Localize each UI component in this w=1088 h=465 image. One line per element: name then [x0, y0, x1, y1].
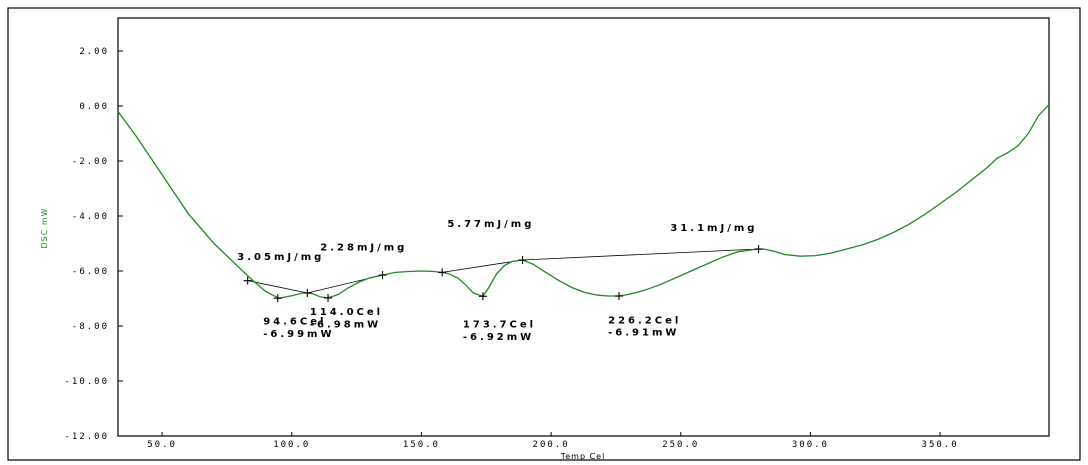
- y-tick-label: -4.00: [72, 212, 109, 222]
- y-tick-label: -10.00: [64, 377, 109, 387]
- peak-annotation: 94.6Cel: [263, 317, 326, 328]
- baseline-segment: [247, 280, 308, 294]
- baseline-segment: [522, 248, 759, 261]
- outer-frame: [7, 7, 1081, 461]
- y-axis-title: DSC mW: [40, 207, 49, 248]
- y-axis-ticks: 2.00 0.00 -2.00 -4.00 -6.00 -8.00 -10.00 -12.00: [64, 47, 123, 442]
- peak-annotation: 226.2Cel: [608, 315, 681, 326]
- peak-marker: [438, 268, 447, 277]
- peak-annotations: 3.05mJ/mg2.28mJ/mg 5.77mJ/mg 31.1mJ/mg 94.6…: [237, 219, 757, 343]
- x-axis-ticks: 50.0 100.0 150.0 200.0 250.0 300.0 350.0: [147, 432, 959, 450]
- peak-marker: [518, 256, 527, 264]
- peak-annotation: 173.7Cel: [463, 319, 536, 330]
- peak-marker: [243, 276, 252, 285]
- dsc-curve: [117, 104, 1050, 299]
- x-tick-label: 300.0: [792, 440, 829, 450]
- peak-marker: [754, 245, 763, 253]
- x-tick-label: 150.0: [403, 440, 440, 450]
- peak-annotation: 2.28mJ/mg: [320, 242, 407, 253]
- y-tick-label: 0.00: [79, 102, 109, 112]
- peak-annotation: -6.98mW: [310, 319, 381, 330]
- peak-annotation: 31.1mJ/mg: [670, 223, 757, 234]
- peak-annotation: -6.91mW: [608, 328, 679, 339]
- peak-marker: [324, 293, 333, 302]
- peak-marker: [378, 271, 387, 280]
- baseline-segment: [442, 259, 523, 273]
- x-tick-label: 350.0: [922, 440, 959, 450]
- peak-annotation: -6.99mW: [263, 329, 334, 340]
- y-tick-label: -8.00: [72, 322, 109, 332]
- peak-marker: [615, 292, 624, 301]
- y-tick-label: 2.00: [79, 47, 109, 57]
- x-tick-label: 200.0: [533, 440, 570, 450]
- y-tick-label: -2.00: [72, 157, 109, 167]
- plot-frame: [117, 17, 1050, 437]
- peak-marker: [478, 292, 487, 301]
- y-tick-label: -12.00: [64, 432, 109, 442]
- peak-marker: [303, 289, 312, 297]
- peak-annotation: 3.05mJ/mg: [237, 252, 324, 263]
- x-tick-label: 50.0: [147, 440, 177, 450]
- peak-annotation: 114.0Cel: [310, 307, 383, 318]
- x-tick-label: 250.0: [662, 440, 699, 450]
- peak-annotation: 5.77mJ/mg: [447, 219, 534, 230]
- peak-annotation: -6.92mW: [463, 332, 534, 343]
- y-tick-label: -6.00: [72, 267, 109, 277]
- x-axis-title: Temp Cel: [560, 452, 606, 461]
- peak-marker: [273, 294, 282, 303]
- peak-markers: [243, 245, 763, 303]
- x-tick-label: 100.0: [273, 440, 310, 450]
